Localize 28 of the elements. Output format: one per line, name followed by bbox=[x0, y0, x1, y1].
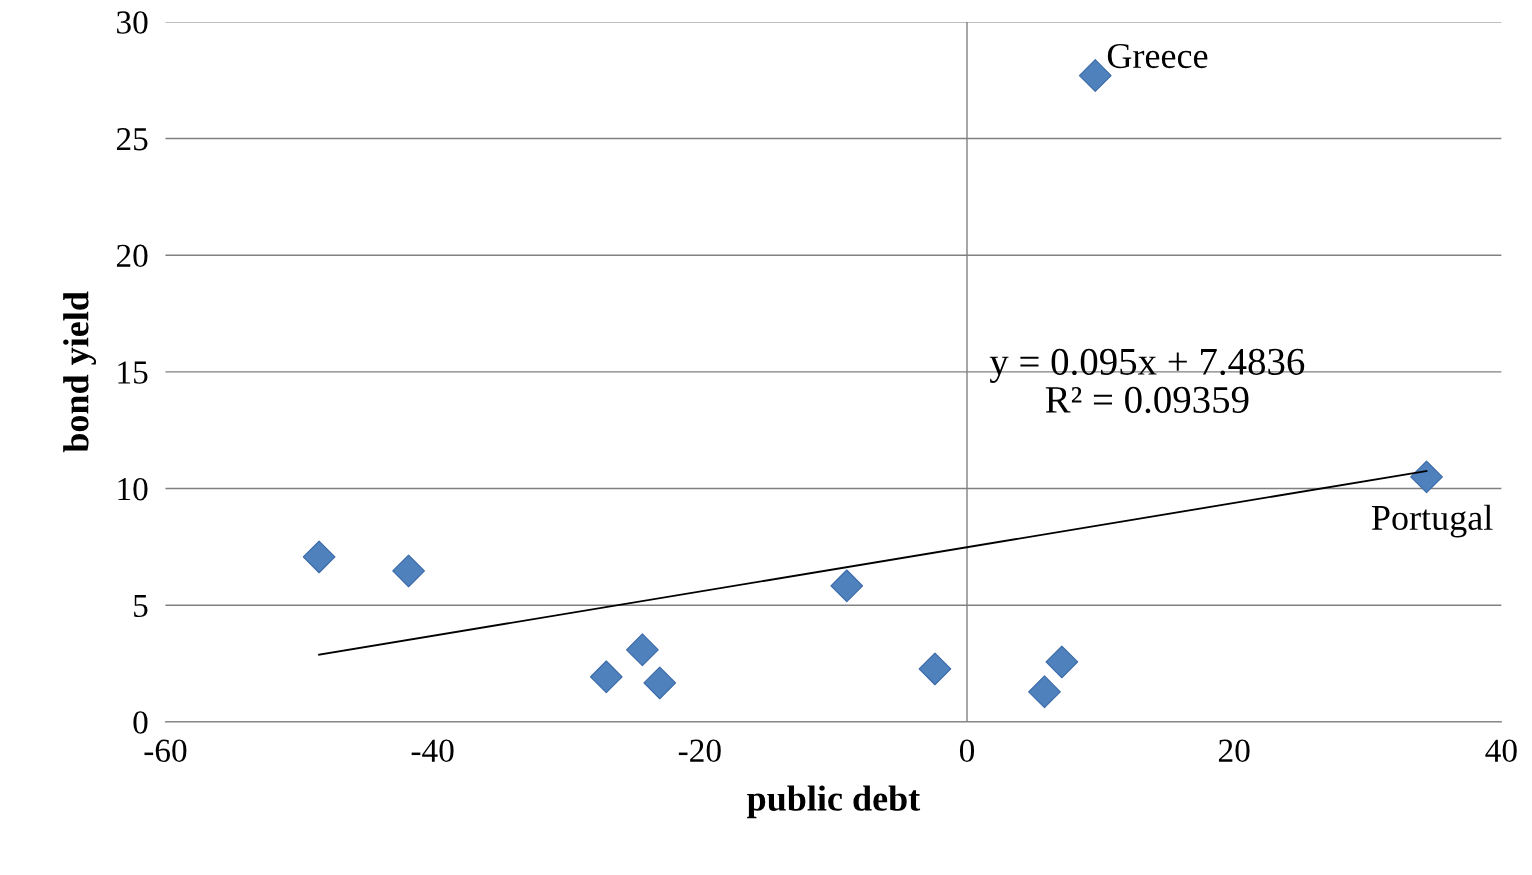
point bbox=[625, 633, 659, 667]
x-tick-label: -60 bbox=[144, 739, 187, 762]
point bbox=[392, 554, 425, 588]
y-tick-label: 25 bbox=[116, 128, 148, 151]
x-tick-label: -20 bbox=[678, 739, 721, 762]
x-tick-label: 0 bbox=[959, 739, 975, 762]
y-tick-label: 15 bbox=[118, 361, 148, 384]
x-tick-label: 40 bbox=[1485, 739, 1517, 762]
y-tick-label: 0 bbox=[133, 711, 148, 734]
y-tick-label: 20 bbox=[116, 244, 148, 268]
y-tick-label: 5 bbox=[134, 594, 148, 618]
annotation: Greece bbox=[1107, 43, 1208, 69]
point bbox=[1028, 675, 1061, 709]
point bbox=[589, 660, 623, 694]
x-axis-title: public debt bbox=[747, 785, 921, 819]
point bbox=[643, 666, 677, 700]
point bbox=[302, 540, 336, 574]
y-tick-label: 10 bbox=[118, 477, 148, 501]
point bbox=[918, 652, 952, 686]
y-tick-label: 30 bbox=[117, 11, 148, 34]
x-tick-label: 20 bbox=[1218, 739, 1250, 762]
point bbox=[1045, 645, 1079, 679]
point bbox=[830, 569, 864, 603]
x-tick-label: -40 bbox=[411, 739, 454, 762]
y-axis-title: bond yield bbox=[63, 291, 97, 453]
annotation: Portugal bbox=[1371, 504, 1493, 538]
annotation: y = 0.095x + 7.4836 R² = 0.09359 bbox=[989, 348, 1305, 414]
point bbox=[1410, 460, 1443, 494]
